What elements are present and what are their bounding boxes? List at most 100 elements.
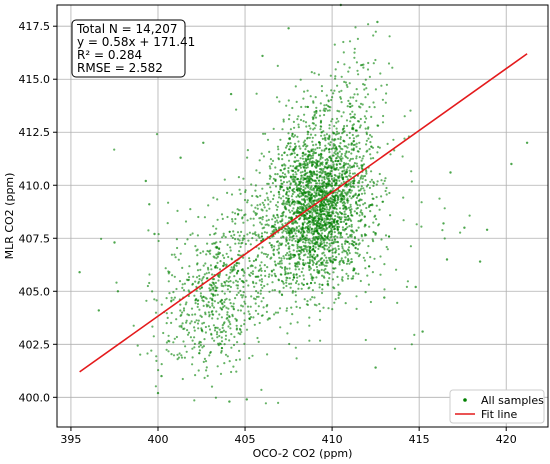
scatter-point: [345, 171, 348, 174]
scatter-point: [235, 264, 238, 267]
scatter-point: [319, 234, 323, 237]
scatter-point: [113, 148, 116, 151]
scatter-point: [351, 133, 354, 137]
scatter-point: [336, 84, 339, 87]
scatter-point: [332, 210, 335, 213]
scatter-point: [323, 244, 327, 247]
scatter-point: [341, 260, 345, 264]
scatter-point: [335, 127, 338, 130]
scatter-point: [208, 313, 211, 316]
scatter-point: [288, 238, 291, 241]
scatter-point: [340, 257, 343, 260]
scatter-point: [323, 149, 326, 152]
scatter-point: [172, 291, 175, 294]
scatter-point: [409, 245, 412, 248]
scatter-point: [282, 236, 285, 239]
scatter-point: [151, 290, 154, 293]
scatter-point: [194, 313, 197, 316]
scatter-point: [370, 170, 373, 173]
scatter-point: [333, 43, 336, 46]
scatter-point: [241, 239, 244, 242]
scatter-point: [147, 229, 150, 232]
scatter-point: [272, 268, 275, 271]
scatter-point: [300, 194, 303, 198]
scatter-point: [287, 272, 290, 275]
scatter-point: [296, 200, 299, 203]
scatter-point: [328, 179, 331, 182]
scatter-point: [319, 156, 322, 159]
scatter-point: [351, 239, 354, 243]
scatter-point: [369, 210, 372, 213]
scatter-point: [287, 242, 290, 245]
scatter-point: [284, 272, 287, 275]
scatter-point: [200, 296, 203, 299]
scatter-point: [342, 204, 345, 207]
scatter-point: [459, 231, 462, 234]
scatter-point: [243, 300, 246, 303]
scatter-point: [243, 342, 246, 345]
scatter-point: [356, 206, 359, 210]
scatter-point: [302, 241, 305, 244]
scatter-point: [313, 258, 316, 261]
scatter-point: [294, 265, 297, 268]
scatter-point: [304, 157, 307, 160]
scatter-point: [295, 195, 298, 198]
scatter-point: [239, 245, 242, 248]
scatter-point: [325, 176, 328, 179]
scatter-point: [242, 294, 245, 297]
scatter-point: [322, 130, 325, 133]
scatter-point: [204, 313, 207, 316]
scatter-point: [198, 278, 201, 281]
scatter-point: [344, 239, 347, 242]
scatter-point: [325, 261, 328, 264]
scatter-point: [193, 329, 196, 332]
scatter-point: [302, 141, 305, 144]
scatter-point: [187, 272, 190, 275]
scatter-point: [352, 231, 355, 234]
scatter-point: [336, 191, 339, 194]
scatter-point: [279, 188, 282, 191]
scatter-point: [238, 327, 241, 331]
scatter-point: [269, 190, 273, 193]
scatter-point: [244, 213, 247, 216]
scatter-point: [361, 181, 364, 184]
scatter-point: [242, 285, 245, 288]
scatter-point: [309, 170, 312, 173]
scatter-point: [321, 252, 324, 255]
scatter-point: [352, 143, 355, 147]
scatter-point: [326, 236, 329, 239]
scatter-point: [357, 220, 360, 223]
scatter-point: [189, 322, 192, 325]
scatter-point: [234, 212, 237, 215]
scatter-point: [306, 303, 309, 306]
scatter-point: [276, 248, 279, 251]
scatter-point: [300, 282, 303, 285]
scatter-point: [338, 150, 341, 153]
scatter-point: [274, 179, 277, 182]
scatter-point: [323, 264, 326, 267]
scatter-point: [289, 145, 292, 148]
scatter-point: [355, 61, 358, 64]
scatter-point: [179, 252, 182, 255]
y-axis-title: MLR CO2 (ppm): [3, 173, 16, 260]
scatter-point: [278, 193, 281, 196]
scatter-point: [358, 167, 361, 170]
scatter-point: [319, 208, 322, 211]
scatter-point: [274, 264, 277, 267]
scatter-point: [318, 218, 321, 221]
scatter-point: [328, 124, 331, 127]
scatter-point: [283, 268, 286, 271]
scatter-point: [214, 294, 217, 297]
scatter-point: [216, 266, 219, 269]
scatter-point: [291, 227, 294, 230]
scatter-point: [233, 335, 236, 338]
scatter-point: [363, 233, 367, 236]
scatter-point: [224, 334, 228, 337]
scatter-point: [332, 258, 335, 261]
scatter-point: [295, 227, 298, 230]
scatter-point: [211, 242, 214, 245]
scatter-point: [357, 73, 360, 76]
scatter-point: [304, 121, 308, 124]
scatter-point: [216, 255, 219, 258]
scatter-point: [238, 358, 241, 361]
